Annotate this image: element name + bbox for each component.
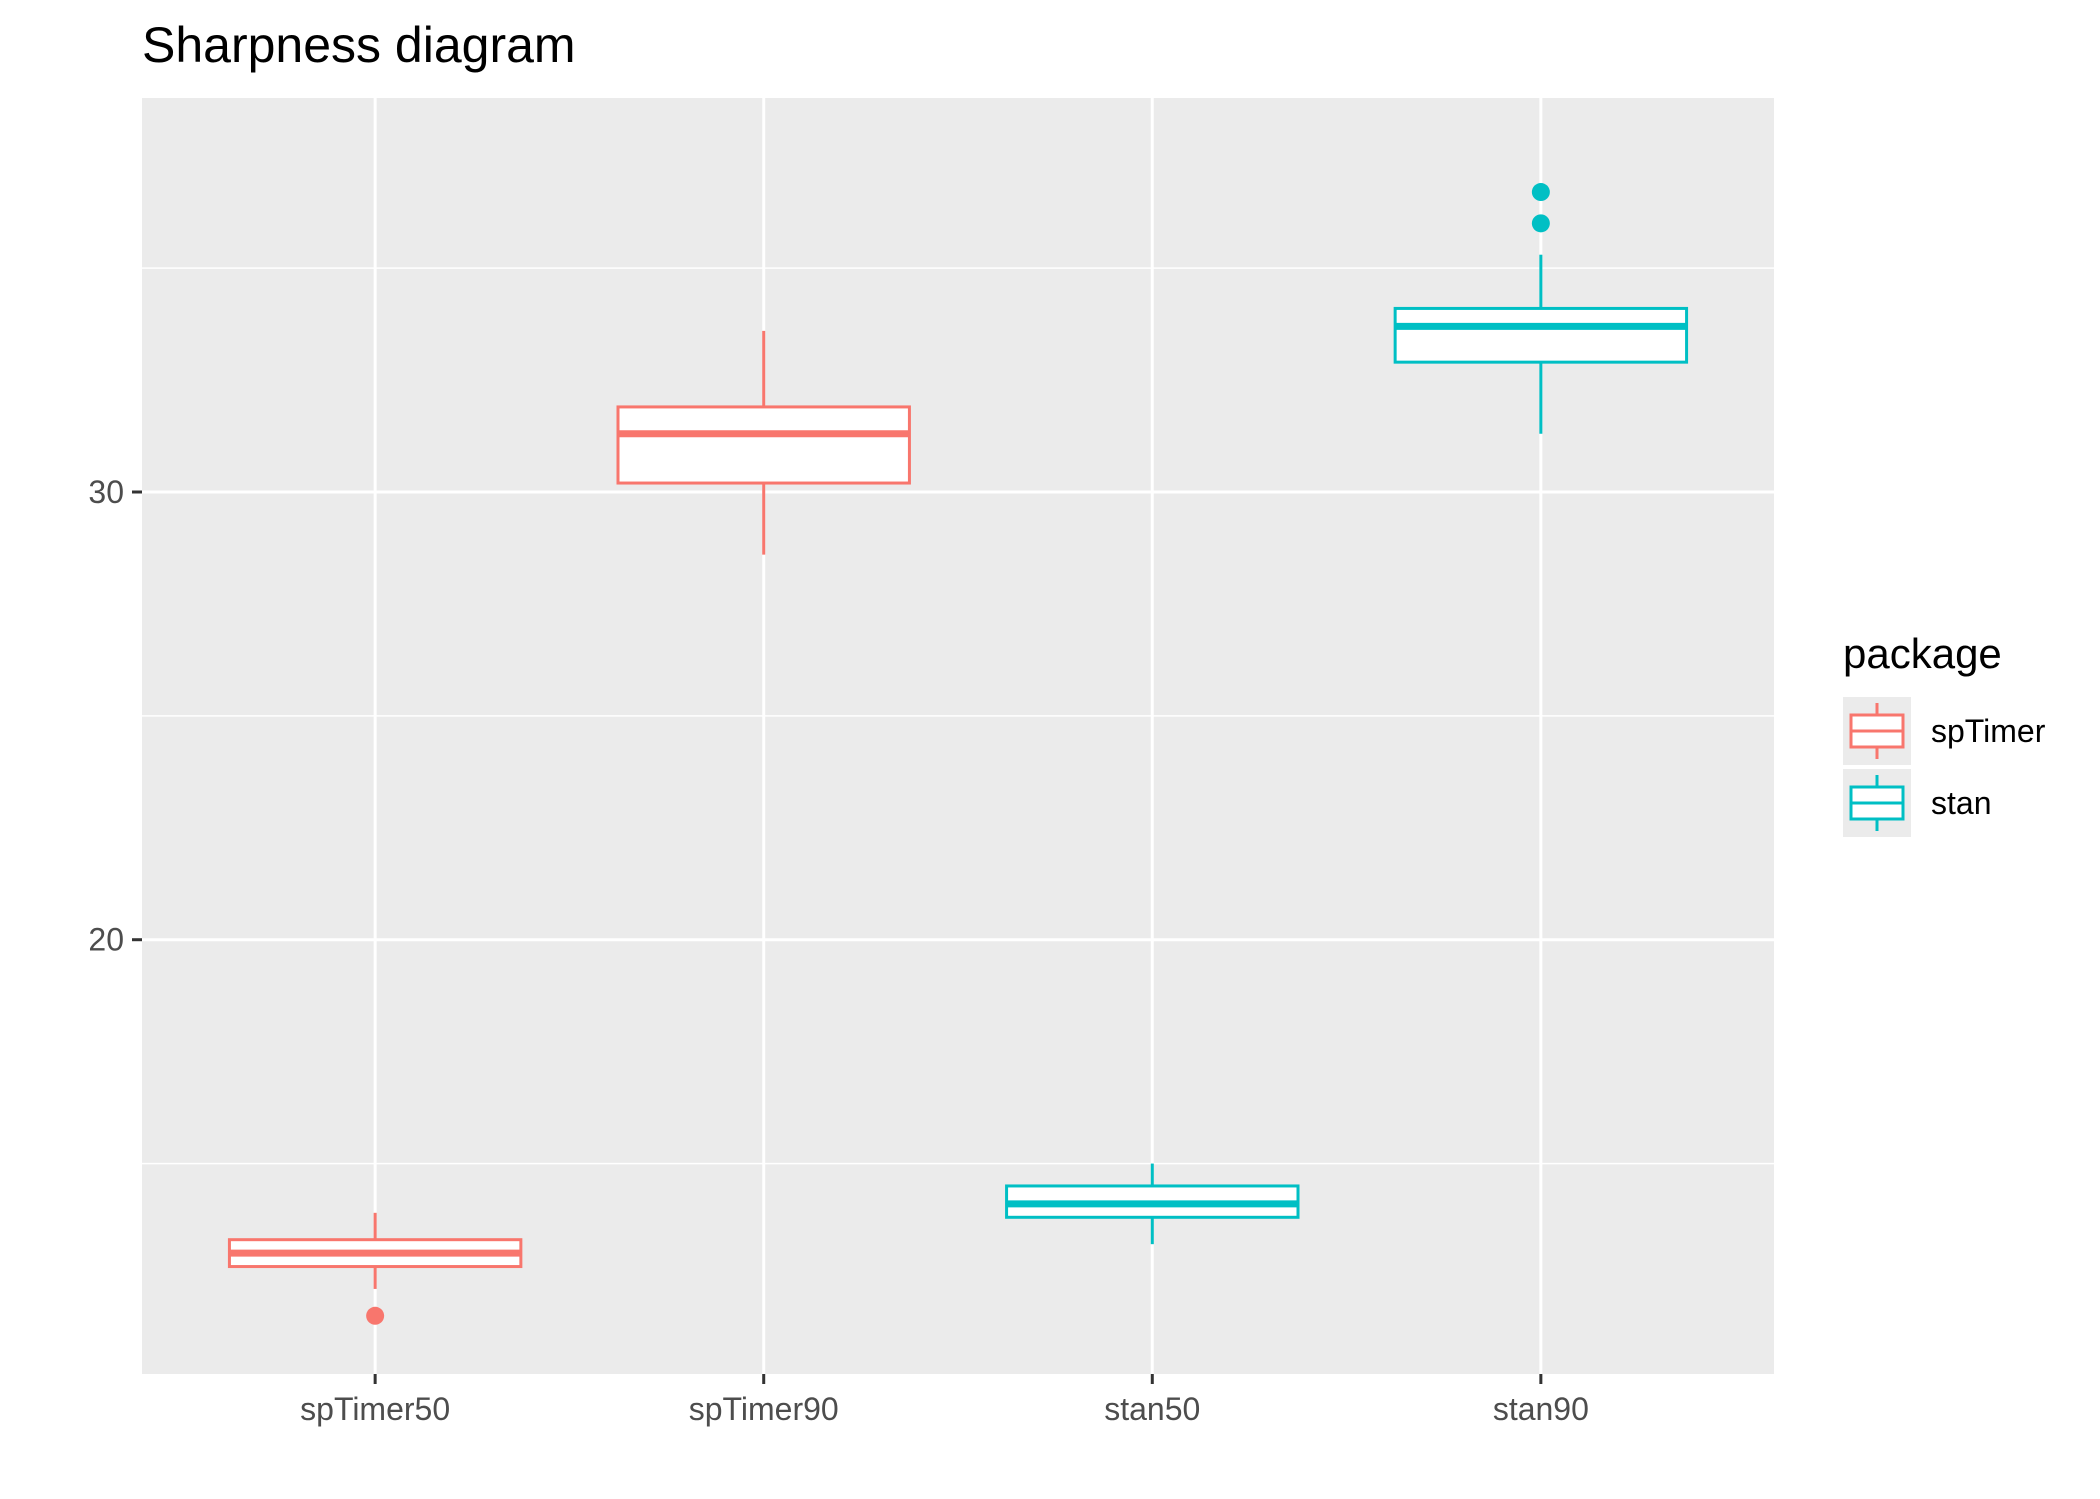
legend-item-stan: stan: [1843, 769, 1991, 837]
legend-label: spTimer: [1931, 713, 2046, 749]
axis-layer: 20 30 spTimer50 spTimer90 stan50 stan90: [88, 474, 1588, 1427]
legend-label: stan: [1931, 785, 1991, 821]
box-iqr: [1393, 306, 1689, 364]
y-tick-label: 30: [88, 474, 124, 510]
x-tick-label: stan50: [1104, 1391, 1200, 1427]
x-tick-label: spTimer50: [300, 1391, 450, 1427]
legend-item-spTimer: spTimer: [1843, 697, 2046, 765]
outlier-point: [1531, 214, 1550, 233]
legend-title: package: [1843, 630, 2002, 677]
box-iqr: [616, 405, 911, 485]
x-tick-label: spTimer90: [689, 1391, 839, 1427]
box-layer: [227, 183, 1689, 1325]
box-stan50: [1005, 1163, 1300, 1245]
box-spTimer50: [227, 1212, 523, 1325]
outlier-point: [1531, 183, 1550, 202]
chart-title: Sharpness diagram: [142, 17, 576, 73]
outlier-point: [366, 1306, 385, 1325]
grid-layer: [142, 98, 1774, 1374]
x-tick-label: stan90: [1493, 1391, 1589, 1427]
y-tick-label: 20: [88, 922, 124, 958]
box-stan90: [1393, 183, 1689, 434]
plot-panel: [142, 98, 1774, 1374]
box-spTimer90: [616, 330, 911, 555]
legend: package spTimer stan: [1843, 630, 2046, 837]
